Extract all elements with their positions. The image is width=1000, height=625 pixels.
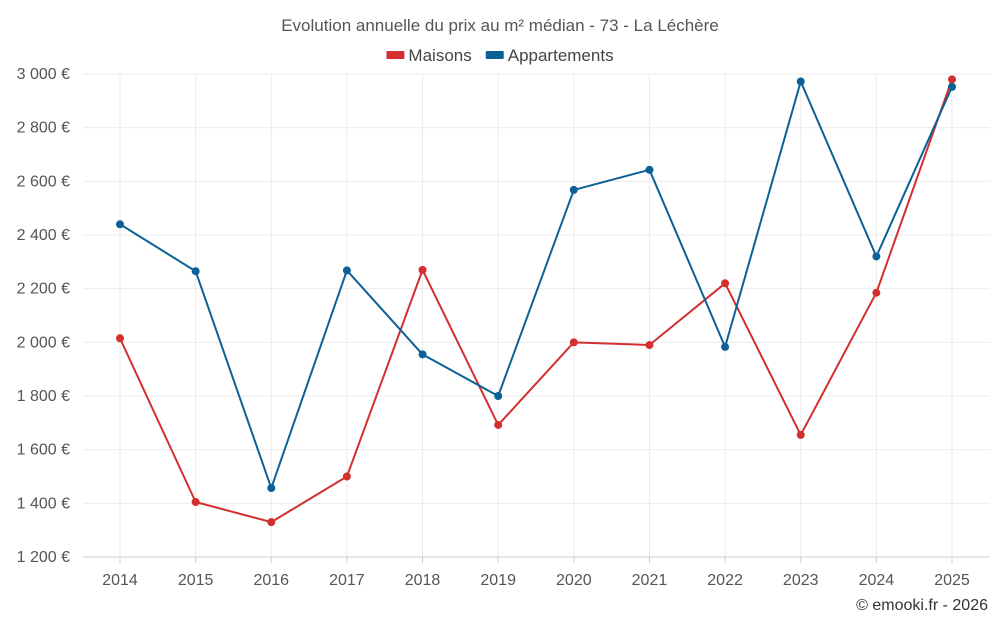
grid [83,73,990,558]
data-point-appartements[interactable] [418,350,427,359]
data-point-appartements[interactable] [267,484,276,493]
x-tick-label: 2019 [480,572,516,589]
data-point-maisons[interactable] [342,472,351,481]
data-point-maisons[interactable] [569,338,578,347]
series-line-appartements [119,80,953,490]
data-point-maisons[interactable] [267,518,276,527]
data-point-maisons[interactable] [116,334,124,343]
legend-item-maisons[interactable]: Maisons [386,46,472,65]
y-tick-label: 1 400 € [17,495,70,512]
data-point-appartements[interactable] [872,252,881,261]
x-tick-label: 2015 [178,572,214,589]
series-appartements [116,77,956,493]
x-tick-label: 2017 [329,572,365,589]
x-tick-label: 2020 [556,572,592,589]
data-point-appartements[interactable] [191,267,200,276]
y-tick-label: 1 200 € [17,549,70,566]
legend-label-maisons: Maisons [408,46,471,65]
x-tick-label: 2023 [783,572,819,589]
legend-item-appartements[interactable]: Appartements [485,46,614,65]
data-point-maisons[interactable] [645,341,654,350]
x-tick-label: 2018 [405,572,441,589]
data-point-maisons[interactable] [948,75,956,84]
data-point-appartements[interactable] [569,185,578,194]
axes: 1 200 € 1 400 € 1 600 € 1 800 € 2 000 € 2 200… [17,66,990,589]
chart-title: Evolution annuelle du prix au m² médian … [281,16,719,35]
data-point-maisons[interactable] [796,430,805,439]
x-tick-label: 2014 [102,572,138,589]
y-tick-label: 1 600 € [17,442,70,459]
x-tick-label: 2024 [859,572,895,589]
data-point-appartements[interactable] [494,392,503,400]
legend-swatch-maisons [386,51,405,59]
y-tick-label: 3 000 € [17,66,70,83]
x-tick-label: 2025 [934,572,970,589]
series-layer [116,75,956,527]
data-point-appartements[interactable] [645,165,654,174]
y-tick-label: 2 200 € [17,281,70,298]
legend-label-appartements: Appartements [508,46,614,65]
data-point-maisons[interactable] [494,420,503,429]
legend[interactable]: Maisons Appartements [386,46,614,65]
y-tick-label: 1 800 € [17,388,70,405]
legend-swatch-appartements [485,51,504,59]
data-point-appartements[interactable] [342,266,351,275]
data-point-maisons[interactable] [721,279,730,288]
series-maisons [116,75,956,527]
data-point-appartements[interactable] [721,342,730,351]
data-point-maisons[interactable] [872,288,881,297]
data-point-appartements[interactable] [948,82,956,91]
x-tick-label: 2022 [707,572,743,589]
y-tick-label: 2 000 € [17,334,70,351]
x-tick-label: 2016 [253,572,289,589]
x-tick-label: 2021 [632,572,668,589]
series-line-maisons [119,79,953,524]
data-point-maisons[interactable] [191,497,200,506]
y-tick-label: 2 600 € [17,173,70,190]
y-tick-label: 2 400 € [17,227,70,244]
y-tick-label: 2 800 € [17,120,70,137]
data-point-maisons[interactable] [418,265,427,274]
data-point-appartements[interactable] [116,220,124,229]
data-point-appartements[interactable] [796,77,805,86]
credit-text: © emooki.fr - 2026 [856,597,988,614]
